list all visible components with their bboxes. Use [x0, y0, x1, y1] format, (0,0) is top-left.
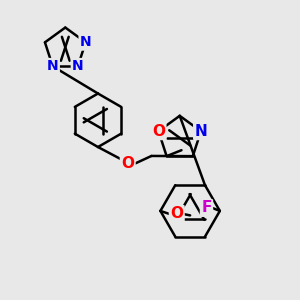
Text: F: F — [201, 200, 212, 215]
Text: O: O — [170, 206, 183, 221]
Text: O: O — [152, 124, 165, 139]
Text: N: N — [72, 59, 84, 73]
Text: O: O — [121, 156, 134, 171]
Text: N: N — [47, 59, 58, 73]
Text: N: N — [80, 35, 92, 49]
Text: N: N — [194, 124, 207, 139]
